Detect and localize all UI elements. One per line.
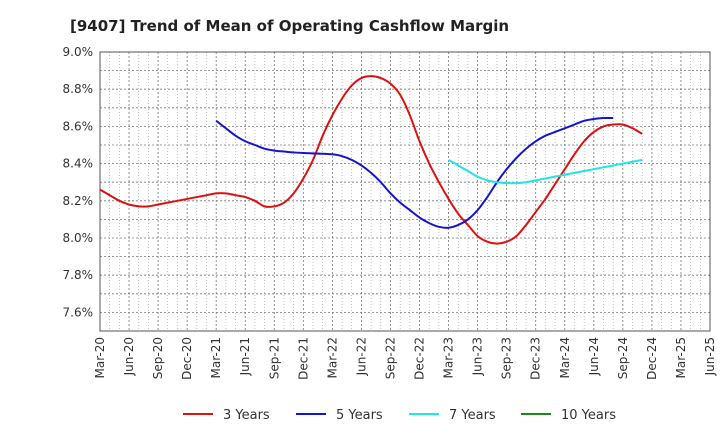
chart-series	[99, 75, 643, 245]
x-tick-label: Sep-20	[151, 337, 165, 379]
y-tick-label: 8.2%	[63, 194, 94, 208]
y-tick-label: 8.4%	[63, 157, 94, 171]
series-line-7-years	[448, 158, 643, 185]
x-axis-ticks: Mar-20 Jun-20 Sep-20 Dec-20 Mar-21 Jun-21 Sep-…	[93, 337, 717, 380]
x-tick-label: Jun-24	[587, 337, 601, 376]
x-tick-label: Sep-23	[500, 337, 514, 379]
x-tick-label: Mar-21	[209, 337, 223, 378]
legend-label: 10 Years	[561, 408, 616, 423]
y-tick-label: 7.8%	[63, 268, 94, 282]
chart-title: [9407] Trend of Mean of Operating Cashfl…	[70, 17, 509, 35]
plot-area	[99, 51, 711, 332]
x-tick-label: Mar-25	[674, 337, 688, 378]
x-tick-label: Sep-24	[616, 337, 630, 379]
y-axis-ticks: 7.6% 7.8% 8.0% 8.2% 8.4% 8.6% 8.8% 9.0%	[63, 45, 94, 319]
x-tick-label: Jun-22	[354, 337, 368, 376]
x-tick-label: Dec-23	[529, 337, 543, 380]
y-tick-label: 8.0%	[63, 231, 94, 245]
chart-legend: 3 Years 5 Years 7 Years 10 Years	[183, 408, 616, 423]
x-tick-label: Jun-20	[122, 337, 136, 376]
x-tick-label: Sep-21	[267, 337, 281, 379]
legend-label: 3 Years	[223, 408, 270, 423]
y-tick-label: 8.8%	[63, 82, 94, 96]
legend-label: 7 Years	[449, 408, 496, 423]
y-tick-label: 7.6%	[63, 305, 94, 319]
x-tick-label: Mar-24	[558, 337, 572, 378]
x-tick-label: Jun-23	[471, 337, 485, 376]
x-tick-label: Dec-21	[296, 337, 310, 380]
plot-border	[99, 51, 711, 332]
x-tick-label: Dec-24	[645, 337, 659, 380]
x-tick-label: Mar-23	[442, 337, 456, 378]
x-tick-label: Mar-20	[93, 337, 107, 378]
x-tick-label: Sep-22	[383, 337, 397, 379]
series-line-3-years	[99, 75, 643, 245]
x-tick-label: Jun-21	[238, 337, 252, 376]
y-tick-label: 9.0%	[63, 45, 94, 59]
legend-label: 5 Years	[336, 408, 383, 423]
series-line-5-years	[215, 116, 614, 229]
x-tick-label: Dec-20	[180, 337, 194, 380]
x-tick-label: Mar-22	[325, 337, 339, 378]
plot-background	[100, 52, 710, 331]
chart-grid	[100, 52, 710, 331]
x-tick-label: Dec-22	[413, 337, 427, 380]
y-tick-label: 8.6%	[63, 119, 94, 133]
x-tick-label: Jun-25	[703, 337, 717, 376]
